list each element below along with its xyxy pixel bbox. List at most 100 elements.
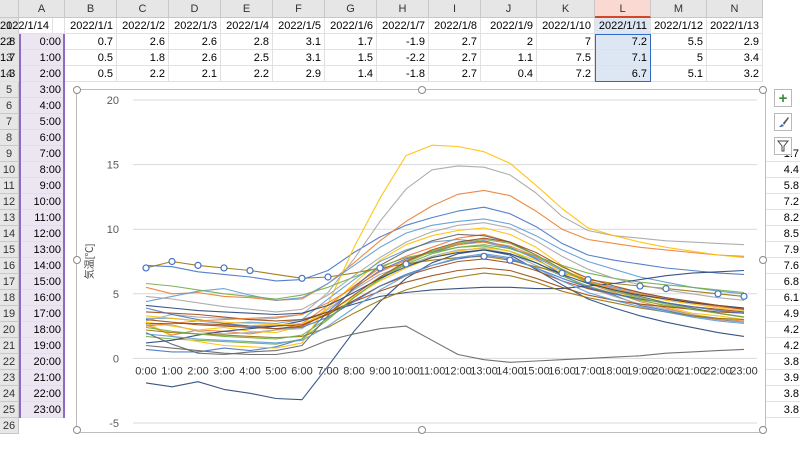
select-all-corner[interactable]	[0, 0, 19, 18]
date-header-cell[interactable]: 2022/1/11	[595, 18, 651, 34]
time-cell[interactable]: 13:00	[19, 242, 65, 258]
temperature-cell[interactable]: 2.7	[429, 34, 481, 50]
date-header-cell[interactable]: 2022/1/13	[707, 18, 763, 34]
temperature-cell[interactable]: 1.3	[0, 66, 20, 82]
temperature-cell[interactable]: 2.7	[429, 50, 481, 66]
column-header-B[interactable]: B	[65, 0, 117, 18]
column-header-N[interactable]: N	[707, 0, 763, 18]
date-header-cell[interactable]: 2022/1/1	[65, 18, 117, 34]
temperature-cell[interactable]: 7.5	[537, 50, 595, 66]
temperature-cell[interactable]: 8.2	[763, 210, 800, 226]
row-header-17[interactable]: 17	[0, 274, 19, 290]
temperature-cell[interactable]: 0.4	[481, 66, 537, 82]
row-header-16[interactable]: 16	[0, 258, 19, 274]
time-cell[interactable]: 15:00	[19, 274, 65, 290]
temperature-cell[interactable]: 2.6	[169, 34, 221, 50]
time-cell[interactable]: 3:00	[19, 82, 65, 98]
column-header-C[interactable]: C	[117, 0, 169, 18]
temperature-cell[interactable]: 6.1	[763, 290, 800, 306]
date-header-cell[interactable]: 2022/1/4	[221, 18, 273, 34]
time-cell[interactable]: 22:00	[19, 386, 65, 402]
column-header-E[interactable]: E	[221, 0, 273, 18]
time-cell[interactable]: 20:00	[19, 354, 65, 370]
resize-handle[interactable]	[418, 426, 426, 434]
temperature-cell[interactable]: 2.8	[221, 34, 273, 50]
column-header-A[interactable]: A	[19, 0, 65, 18]
row-header-22[interactable]: 22	[0, 354, 19, 370]
row-header-13[interactable]: 13	[0, 210, 19, 226]
row-header-21[interactable]: 21	[0, 338, 19, 354]
time-cell[interactable]: 7:00	[19, 146, 65, 162]
temperature-cell[interactable]: 8.5	[763, 226, 800, 242]
time-cell[interactable]: 2:00	[19, 66, 65, 82]
time-cell[interactable]: 9:00	[19, 178, 65, 194]
row-header-8[interactable]: 8	[0, 130, 19, 146]
temperature-cell[interactable]: 3.1	[273, 34, 325, 50]
resize-handle[interactable]	[759, 426, 767, 434]
row-header-26[interactable]: 26	[0, 418, 19, 434]
temperature-cell[interactable]: 2.5	[221, 50, 273, 66]
temperature-cell[interactable]: 7.9	[763, 242, 800, 258]
temperature-cell[interactable]: 6.8	[763, 274, 800, 290]
column-header-M[interactable]: M	[651, 0, 707, 18]
temperature-cell[interactable]: 0.5	[65, 66, 117, 82]
temperature-cell[interactable]: 7.6	[763, 258, 800, 274]
resize-handle[interactable]	[759, 86, 767, 94]
date-header-cell[interactable]: 2022/1/2	[117, 18, 169, 34]
column-header-J[interactable]: J	[481, 0, 537, 18]
time-cell[interactable]: 5:00	[19, 114, 65, 130]
time-cell[interactable]: 12:00	[19, 226, 65, 242]
time-cell[interactable]: 1:00	[19, 50, 65, 66]
temperature-cell[interactable]: 7.1	[595, 50, 651, 66]
column-header-H[interactable]: H	[377, 0, 429, 18]
row-header-12[interactable]: 12	[0, 194, 19, 210]
temperature-cell[interactable]: 1.8	[117, 50, 169, 66]
temperature-cell[interactable]: 1.4	[325, 66, 377, 82]
temperature-cell[interactable]: 7.2	[595, 34, 651, 50]
temperature-cell[interactable]: 4.2	[763, 322, 800, 338]
date-header-cell[interactable]: 2022/1/6	[325, 18, 377, 34]
chart-filters-button[interactable]	[774, 137, 792, 155]
temperature-cell[interactable]: -1.8	[377, 66, 429, 82]
time-cell[interactable]: 11:00	[19, 210, 65, 226]
temperature-cell[interactable]: 5.1	[651, 66, 707, 82]
temperature-cell[interactable]: -2.2	[377, 50, 429, 66]
time-cell[interactable]: 17:00	[19, 306, 65, 322]
date-header-cell[interactable]: 2022/1/9	[481, 18, 537, 34]
temperature-cell[interactable]: 2.6	[169, 50, 221, 66]
row-header-5[interactable]: 5	[0, 82, 19, 98]
row-header-19[interactable]: 19	[0, 306, 19, 322]
time-cell[interactable]: 8:00	[19, 162, 65, 178]
row-header-6[interactable]: 6	[0, 98, 19, 114]
temperature-cell[interactable]: 5	[651, 50, 707, 66]
date-header-cell[interactable]: 2022/1/10	[537, 18, 595, 34]
time-cell[interactable]: 4:00	[19, 98, 65, 114]
temperature-cell[interactable]: 0.7	[65, 34, 117, 50]
temperature-cell[interactable]: 3.2	[707, 66, 763, 82]
cell-A1[interactable]	[19, 18, 65, 34]
temperature-cell[interactable]: 6.7	[595, 66, 651, 82]
date-header-cell[interactable]: 2022/1/5	[273, 18, 325, 34]
temperature-cell[interactable]: -1.9	[377, 34, 429, 50]
temperature-cell[interactable]: 2.2	[117, 66, 169, 82]
row-header-9[interactable]: 9	[0, 146, 19, 162]
column-header-K[interactable]: K	[537, 0, 595, 18]
temperature-cell[interactable]: 3.8	[763, 386, 800, 402]
temperature-cell[interactable]: 7.2	[537, 66, 595, 82]
temperature-cell[interactable]: 2.8	[0, 34, 20, 50]
column-header-I[interactable]: I	[429, 0, 481, 18]
temperature-cell[interactable]: 2.9	[273, 66, 325, 82]
time-cell[interactable]: 19:00	[19, 338, 65, 354]
date-header-cell[interactable]: 2022/1/8	[429, 18, 481, 34]
time-cell[interactable]: 0:00	[19, 34, 65, 50]
temperature-cell[interactable]: 7.2	[763, 194, 800, 210]
row-header-14[interactable]: 14	[0, 226, 19, 242]
row-header-11[interactable]: 11	[0, 178, 19, 194]
row-header-18[interactable]: 18	[0, 290, 19, 306]
row-header-20[interactable]: 20	[0, 322, 19, 338]
chart-styles-button[interactable]	[774, 113, 792, 131]
row-header-23[interactable]: 23	[0, 370, 19, 386]
row-header-25[interactable]: 25	[0, 402, 19, 418]
time-cell[interactable]: 14:00	[19, 258, 65, 274]
column-header-D[interactable]: D	[169, 0, 221, 18]
